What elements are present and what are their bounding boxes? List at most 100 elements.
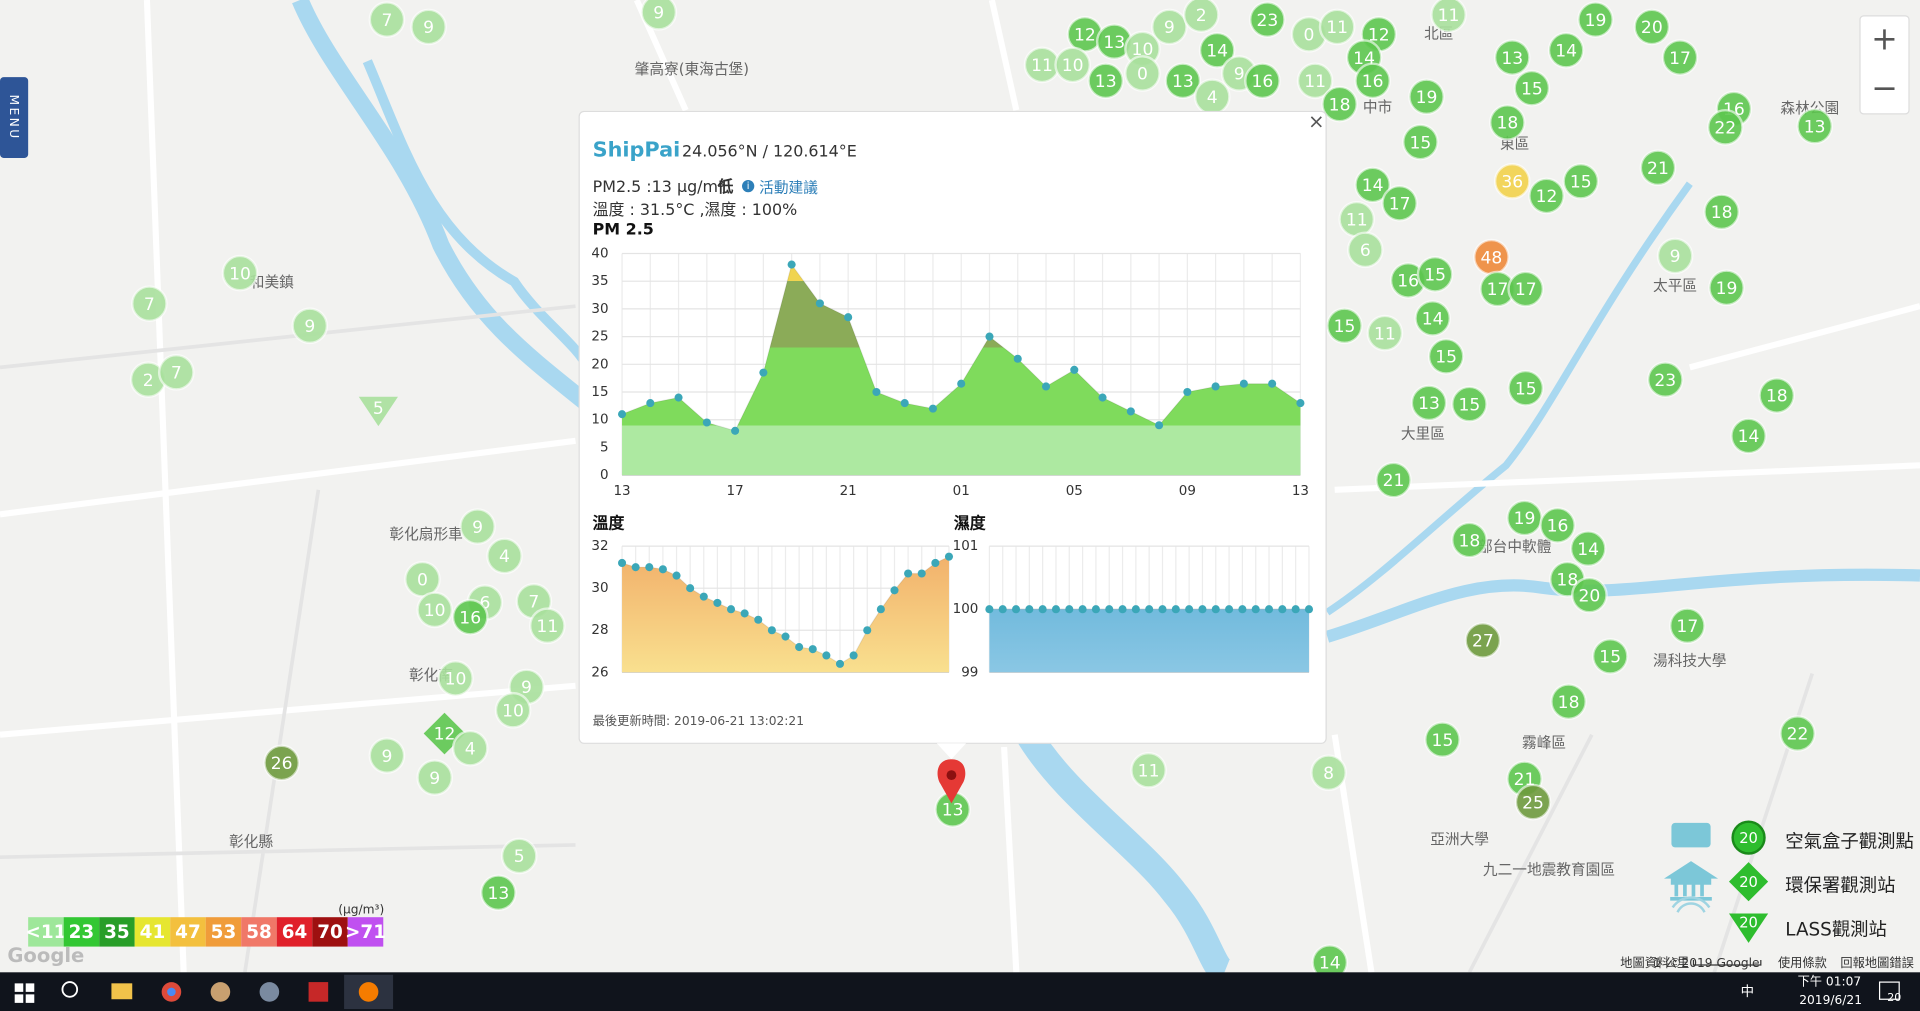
station-marker[interactable]: 12: [1528, 177, 1565, 215]
station-marker[interactable]: 18: [1321, 85, 1358, 123]
station-marker[interactable]: 7: [157, 353, 195, 391]
close-button[interactable]: ×: [1308, 110, 1324, 133]
station-marker[interactable]: 18: [1703, 193, 1740, 231]
station-marker[interactable]: 8: [1310, 754, 1347, 792]
station-marker[interactable]: 23: [1646, 361, 1684, 398]
station-marker[interactable]: 15: [1562, 162, 1600, 200]
station-marker[interactable]: 13: [1095, 23, 1133, 61]
station-marker[interactable]: 15: [1326, 307, 1363, 345]
station-marker[interactable]: 12: [1066, 15, 1104, 53]
station-marker[interactable]: 2: [1182, 0, 1220, 34]
station-marker[interactable]: 19: [1708, 269, 1745, 307]
station-marker[interactable]: 9: [640, 0, 678, 31]
clock-date[interactable]: 2019/6/21: [1799, 993, 1862, 1007]
station-marker[interactable]: 4: [451, 729, 489, 767]
station-marker[interactable]: 21: [1639, 149, 1677, 187]
station-marker[interactable]: 4: [1193, 78, 1231, 116]
station-marker[interactable]: 9: [1151, 8, 1188, 46]
station-marker[interactable]: 11: [1318, 8, 1356, 46]
station-marker[interactable]: 15: [1507, 369, 1545, 407]
station-marker[interactable]: 7: [131, 285, 168, 323]
station-marker[interactable]: 14: [1198, 31, 1236, 69]
clock-time[interactable]: 下午 01:07: [1798, 975, 1862, 989]
station-marker[interactable]: 15: [1427, 337, 1465, 375]
station-marker[interactable]: 9: [368, 737, 406, 774]
station-marker[interactable]: 16: [1244, 62, 1281, 100]
station-marker[interactable]: 5: [358, 396, 398, 427]
station-marker[interactable]: 19: [1408, 78, 1445, 116]
station-name[interactable]: ShipPai: [593, 138, 681, 162]
station-marker[interactable]: 7: [368, 1, 406, 38]
station-marker[interactable]: 10: [437, 660, 474, 697]
station-marker[interactable]: 9: [459, 508, 496, 545]
station-marker[interactable]: 18: [1758, 377, 1796, 414]
report[interactable]: 回報地圖錯誤: [1840, 955, 1913, 970]
station-marker[interactable]: 18: [1488, 104, 1526, 141]
station-marker[interactable]: 20: [1633, 8, 1671, 46]
advice-link[interactable]: 活動建議: [759, 179, 818, 197]
station-marker[interactable]: 11: [528, 607, 566, 645]
ime[interactable]: 中: [1741, 984, 1754, 1000]
firefox-icon[interactable]: [358, 982, 379, 1002]
station-marker[interactable]: 14: [1730, 417, 1767, 455]
station-marker[interactable]: 22: [1779, 715, 1816, 752]
start-button[interactable]: [14, 983, 35, 1003]
station-marker[interactable]: 15: [1402, 123, 1439, 161]
station-marker[interactable]: 17: [1668, 607, 1706, 645]
station-marker[interactable]: 14: [1414, 300, 1452, 337]
station-marker[interactable]: 26: [263, 744, 300, 782]
station-marker[interactable]: 23: [1248, 1, 1286, 38]
station-marker[interactable]: 17: [1381, 184, 1418, 222]
station-marker[interactable]: 9: [410, 8, 447, 46]
station-marker[interactable]: 17: [1507, 270, 1545, 308]
app-icon[interactable]: [259, 982, 280, 1002]
station-marker[interactable]: 13: [1493, 39, 1531, 76]
station-marker[interactable]: 16: [1354, 62, 1392, 100]
explorer-icon[interactable]: [111, 983, 133, 1000]
station-marker[interactable]: 15: [1513, 69, 1551, 107]
station-marker[interactable]: 15: [1416, 255, 1454, 293]
station-marker[interactable]: 16: [451, 598, 489, 636]
station-marker[interactable]: 18: [1451, 521, 1488, 559]
station-marker[interactable]: 16: [1539, 506, 1576, 544]
station-marker[interactable]: 10: [416, 591, 454, 629]
station-marker[interactable]: 20: [1571, 576, 1608, 614]
station-marker[interactable]: 9: [1656, 237, 1694, 275]
station-marker[interactable]: 9: [416, 759, 454, 796]
station-marker[interactable]: 11: [1366, 314, 1404, 352]
station-marker[interactable]: 13: [1796, 107, 1834, 145]
station-marker[interactable]: 11: [1338, 200, 1376, 238]
station-marker[interactable]: 2: [129, 361, 167, 398]
station-marker[interactable]: 22: [1706, 108, 1744, 146]
station-marker[interactable]: 15: [1424, 721, 1461, 759]
station-marker[interactable]: 14: [1311, 944, 1349, 981]
app-icon[interactable]: [308, 982, 329, 1002]
station-marker[interactable]: 13: [1164, 62, 1202, 100]
menu-tab[interactable]: MENU: [0, 77, 29, 158]
station-marker[interactable]: 6: [1346, 231, 1384, 269]
station-marker[interactable]: 9: [291, 307, 329, 345]
station-marker[interactable]: 18: [1550, 683, 1587, 721]
station-marker[interactable]: 14: [1547, 31, 1585, 69]
station-marker[interactable]: 5: [500, 837, 538, 875]
zoom-out[interactable]: −: [1871, 68, 1898, 106]
station-marker[interactable]: 4: [486, 537, 523, 575]
station-marker[interactable]: 19: [1577, 1, 1614, 38]
station-marker[interactable]: 17: [1661, 39, 1699, 76]
station-marker[interactable]: 36: [1493, 162, 1531, 200]
station-marker[interactable]: 11: [1296, 62, 1334, 100]
station-marker[interactable]: 15: [1591, 637, 1629, 675]
zoom-in[interactable]: +: [1871, 19, 1898, 57]
station-marker[interactable]: 10: [221, 254, 259, 292]
station-marker[interactable]: 0: [1124, 55, 1161, 92]
station-marker[interactable]: 13: [1410, 384, 1448, 422]
app-icon[interactable]: [210, 982, 231, 1002]
station-marker[interactable]: 14: [1354, 166, 1392, 204]
station-marker[interactable]: 10: [1054, 46, 1092, 84]
selected-pin[interactable]: [937, 759, 966, 804]
station-marker[interactable]: 19: [1506, 499, 1543, 537]
station-marker[interactable]: 21: [1375, 461, 1412, 499]
station-marker[interactable]: 0: [404, 560, 441, 598]
station-marker[interactable]: 11: [1430, 0, 1467, 34]
station-marker[interactable]: 48: [1473, 238, 1510, 276]
